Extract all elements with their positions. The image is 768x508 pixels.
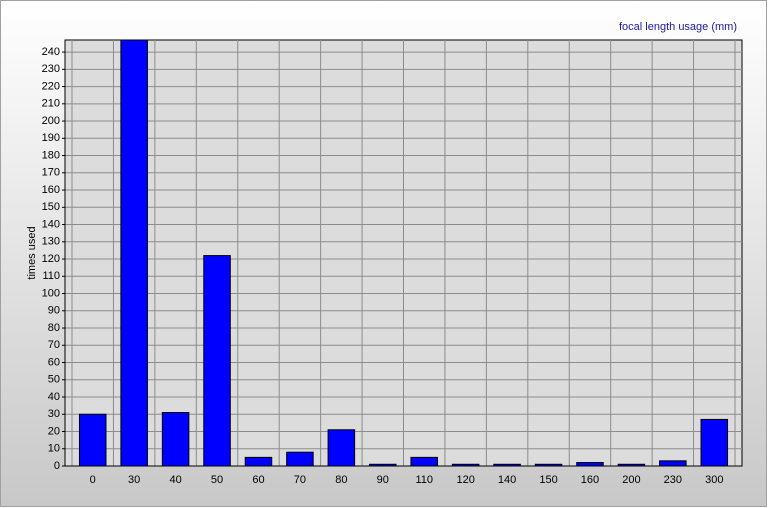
bar: [203, 255, 231, 467]
y-tick-label: 140: [42, 218, 60, 230]
y-tick-label: 50: [48, 374, 60, 386]
x-tick-label: 40: [169, 474, 181, 486]
y-tick-label: 220: [42, 80, 60, 92]
y-tick-label: 240: [42, 46, 60, 58]
y-tick-label: 160: [42, 184, 60, 196]
x-tick-label: 50: [211, 474, 223, 486]
x-tick-label: 200: [622, 474, 640, 486]
x-tick-label: 80: [335, 474, 347, 486]
bar: [700, 418, 729, 467]
bar: [327, 429, 356, 467]
y-tick-label: 30: [48, 408, 60, 420]
y-tick-label: 40: [48, 391, 60, 403]
bar: [410, 456, 438, 467]
y-tick-label: 150: [42, 201, 60, 213]
y-tick-label: 100: [42, 287, 60, 299]
bar: [161, 412, 190, 467]
bar: [120, 39, 148, 467]
x-tick-label: 230: [664, 474, 682, 486]
y-tick-label: 20: [48, 425, 60, 437]
y-axis-label: times used: [26, 226, 38, 279]
x-tick-label: 150: [539, 474, 557, 486]
x-tick-label: 140: [498, 474, 516, 486]
x-tick-label: 70: [294, 474, 306, 486]
y-tick-label: 170: [42, 167, 60, 179]
x-tick-label: 160: [581, 474, 599, 486]
y-tick-label: 180: [42, 149, 60, 161]
bar: [244, 456, 273, 467]
bar: [78, 413, 107, 467]
y-tick-label: 110: [42, 270, 60, 282]
y-tick-label: 0: [54, 460, 60, 472]
x-tick-label: 30: [128, 474, 140, 486]
x-tick-label: 60: [252, 474, 264, 486]
bar: [286, 451, 314, 467]
y-tick-label: 80: [48, 322, 60, 334]
y-tick-label: 10: [48, 443, 60, 455]
bar: [659, 460, 687, 467]
y-tick-label: 70: [48, 339, 60, 351]
y-tick-label: 90: [48, 305, 60, 317]
x-tick-label: 110: [415, 474, 433, 486]
bar: [576, 462, 604, 467]
x-tick-label: 300: [705, 474, 723, 486]
x-tick-label: 90: [377, 474, 389, 486]
y-tick-label: 230: [42, 63, 60, 75]
y-tick-label: 60: [48, 356, 60, 368]
y-tick-label: 130: [42, 236, 60, 248]
x-tick-label: 0: [90, 474, 96, 486]
chart-title: focal length usage (mm): [619, 21, 737, 33]
y-tick-label: 190: [42, 132, 60, 144]
y-tick-label: 210: [42, 98, 60, 110]
y-tick-label: 120: [42, 253, 60, 265]
y-tick-label: 200: [42, 115, 60, 127]
x-tick-label: 120: [456, 474, 474, 486]
